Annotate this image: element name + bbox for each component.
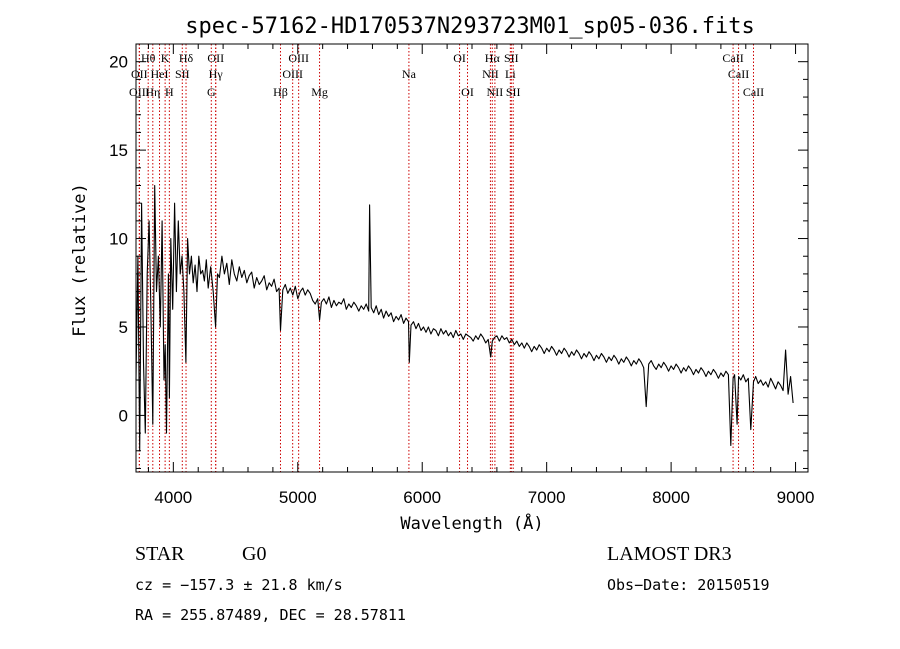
survey-name: LAMOST DR3 bbox=[607, 543, 732, 565]
line-label: Hη bbox=[145, 85, 160, 99]
line-label: SII bbox=[506, 85, 521, 99]
object-subclass: G0 bbox=[242, 543, 266, 565]
line-label: K bbox=[161, 51, 170, 65]
y-tick-label: 20 bbox=[109, 53, 128, 72]
spectrum-series bbox=[135, 184, 794, 452]
line-label: Na bbox=[402, 67, 417, 81]
line-label: CaII bbox=[743, 85, 764, 99]
line-label: CaII bbox=[722, 51, 743, 65]
x-tick-label: 9000 bbox=[777, 488, 815, 507]
line-label: Hθ bbox=[141, 51, 156, 65]
y-tick-label: 10 bbox=[109, 230, 128, 249]
line-label: G bbox=[207, 85, 216, 99]
line-label: OII bbox=[131, 67, 148, 81]
line-label: HeI bbox=[151, 67, 169, 81]
redshift-velocity: cz = −157.3 ± 21.8 km/s bbox=[135, 576, 343, 594]
line-label: H bbox=[165, 85, 174, 99]
x-tick-label: 6000 bbox=[403, 488, 441, 507]
line-label: SII bbox=[504, 51, 519, 65]
line-label: Mg bbox=[311, 85, 328, 99]
x-axis-ticks: 4000 5000 6000 7000 8000 9000 bbox=[147, 44, 815, 507]
x-tick-label: 7000 bbox=[528, 488, 566, 507]
line-label: NII bbox=[482, 67, 499, 81]
line-label: Hβ bbox=[273, 85, 288, 99]
sky-coordinates: RA = 255.87489, DEC = 28.57811 bbox=[135, 606, 406, 624]
y-tick-label: 0 bbox=[119, 406, 128, 425]
x-axis-label: Wavelength (Å) bbox=[400, 512, 543, 534]
line-label: Li bbox=[505, 67, 516, 81]
object-class: STAR bbox=[135, 543, 185, 565]
line-label: OIII bbox=[129, 85, 150, 99]
line-label: OII bbox=[207, 51, 224, 65]
line-label: OI bbox=[453, 51, 466, 65]
y-tick-label: 15 bbox=[109, 141, 128, 160]
line-label: NII bbox=[487, 85, 504, 99]
observation-date: Obs−Date: 20150519 bbox=[607, 576, 770, 594]
chart-title: spec-57162-HD170537N293723M01_sp05-036.f… bbox=[185, 14, 755, 39]
emission-line-markers bbox=[138, 44, 754, 472]
line-label: CaII bbox=[728, 67, 749, 81]
y-axis-label: Flux (relative) bbox=[70, 183, 90, 337]
y-tick-label: 5 bbox=[119, 318, 128, 337]
line-label: Hα bbox=[485, 51, 501, 65]
line-label: OIII bbox=[288, 51, 309, 65]
line-label: SII bbox=[175, 67, 190, 81]
line-label: Hδ bbox=[179, 51, 194, 65]
line-label: Hγ bbox=[209, 67, 224, 81]
x-tick-label: 4000 bbox=[154, 488, 192, 507]
line-label: OIII bbox=[282, 67, 303, 81]
line-label: OI bbox=[461, 85, 474, 99]
x-tick-label: 8000 bbox=[652, 488, 690, 507]
x-tick-label: 5000 bbox=[279, 488, 317, 507]
spectrum-line bbox=[135, 184, 794, 452]
y-axis-ticks: 0 5 10 15 20 bbox=[109, 43, 808, 469]
